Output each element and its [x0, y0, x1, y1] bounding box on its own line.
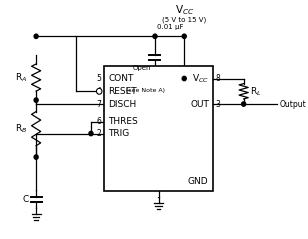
Text: R$_A$: R$_A$ — [15, 71, 28, 84]
Text: 3: 3 — [215, 100, 220, 109]
Text: 2: 2 — [96, 129, 101, 138]
Text: RESET: RESET — [108, 87, 137, 96]
Text: GND: GND — [188, 177, 208, 186]
Text: OUT: OUT — [190, 100, 209, 109]
Text: 7: 7 — [96, 100, 101, 109]
Circle shape — [34, 34, 38, 38]
Text: 0.01 μF: 0.01 μF — [157, 24, 183, 30]
Text: (see Note A): (see Note A) — [126, 88, 165, 93]
Text: R$_L$: R$_L$ — [250, 85, 261, 98]
Circle shape — [96, 88, 102, 94]
Circle shape — [34, 98, 38, 102]
Circle shape — [34, 155, 38, 159]
Circle shape — [182, 76, 186, 81]
Text: 4: 4 — [96, 87, 101, 96]
Circle shape — [153, 34, 157, 38]
Text: R$_B$: R$_B$ — [15, 122, 28, 135]
Circle shape — [242, 102, 246, 106]
Circle shape — [89, 131, 93, 136]
Text: DISCH: DISCH — [108, 100, 137, 109]
Bar — [104, 66, 213, 191]
Text: THRES: THRES — [108, 117, 138, 126]
Circle shape — [182, 34, 186, 38]
Text: 6: 6 — [96, 117, 101, 126]
Text: Open: Open — [133, 65, 151, 71]
Text: V$_{CC}$: V$_{CC}$ — [175, 3, 194, 17]
Text: CONT: CONT — [108, 74, 134, 83]
Text: C: C — [22, 195, 28, 204]
Text: Output: Output — [279, 100, 306, 109]
Text: 5: 5 — [96, 74, 101, 83]
Text: (5 V to 15 V): (5 V to 15 V) — [162, 16, 206, 23]
Text: 1: 1 — [156, 197, 161, 206]
Text: V$_{CC}$: V$_{CC}$ — [192, 72, 209, 85]
Text: TRIG: TRIG — [108, 129, 130, 138]
Text: 8: 8 — [215, 74, 220, 83]
